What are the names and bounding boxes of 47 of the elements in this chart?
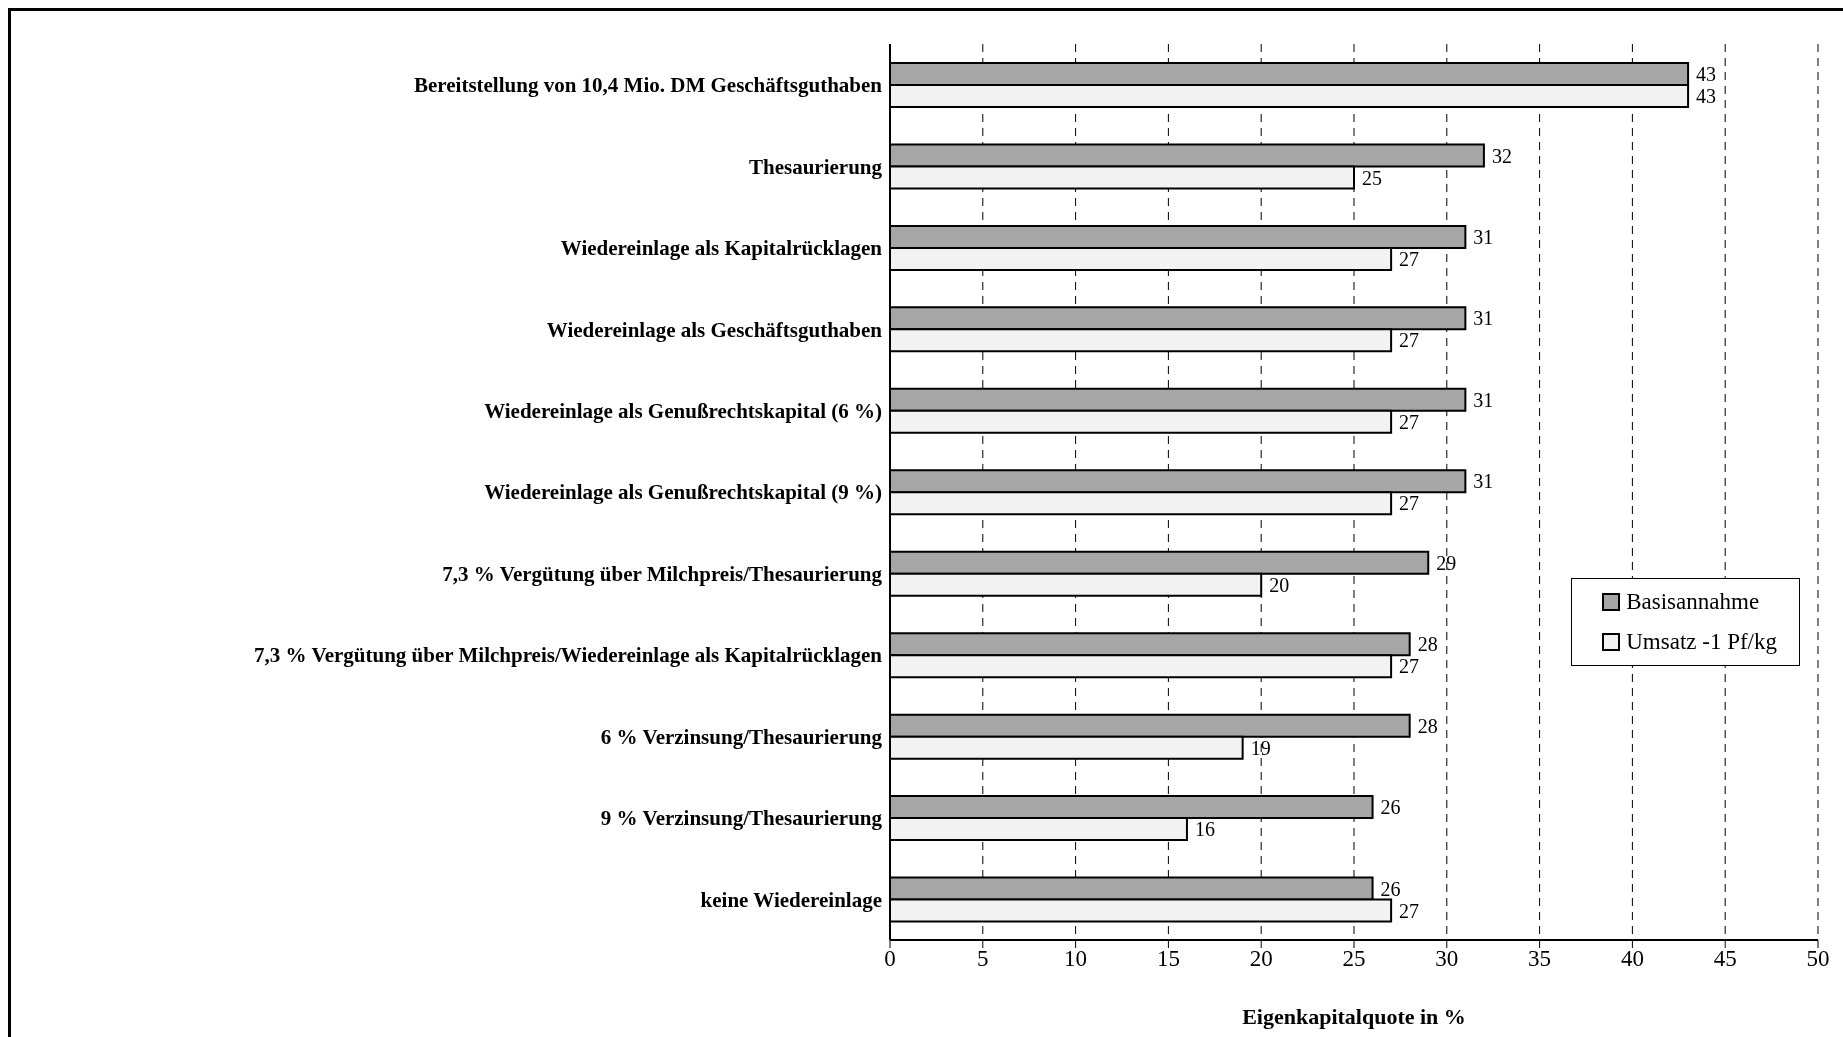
y-tick-label: Wiedereinlage als Kapitalrücklagen — [560, 236, 883, 261]
x-tick-label: 5 — [977, 946, 989, 972]
data-label: 27 — [1399, 410, 1420, 433]
x-tick-label: 25 — [1342, 946, 1366, 972]
data-label: 27 — [1399, 655, 1420, 678]
data-label: 19 — [1250, 736, 1271, 759]
data-label: 16 — [1194, 818, 1215, 841]
legend-label: Umsatz -1 Pf/kg — [1626, 629, 1777, 655]
y-tick-label: 6 % Verzinsung/Thesaurierung — [600, 724, 883, 749]
x-tick-label: 20 — [1249, 946, 1273, 972]
data-label: 27 — [1399, 329, 1420, 352]
y-tick-label: 7,3 % Vergütung über Milchpreis/Wiedereinlage als Kapitalrücklagen — [254, 643, 883, 668]
data-label: 20 — [1269, 573, 1290, 596]
x-tick-label: 10 — [1064, 946, 1088, 972]
data-label: 43 — [1696, 63, 1717, 86]
data-label: 27 — [1399, 492, 1420, 515]
data-label: 26 — [1380, 877, 1401, 900]
data-label: 27 — [1399, 899, 1420, 922]
x-tick-label: 0 — [884, 946, 896, 972]
x-tick-label: 30 — [1435, 946, 1459, 972]
data-label: 31 — [1473, 307, 1494, 330]
data-label: 32 — [1491, 144, 1512, 167]
y-tick-label: Bereitstellung von 10,4 Mio. DM Geschäftsguthaben — [413, 73, 883, 98]
data-label: 28 — [1417, 633, 1438, 656]
data-label: 31 — [1473, 226, 1494, 249]
data-label: 28 — [1417, 714, 1438, 737]
y-tick-label: 7,3 % Vergütung über Milchpreis/Thesaurierung — [442, 561, 883, 586]
data-label: 43 — [1696, 85, 1717, 108]
data-label: 27 — [1399, 248, 1420, 271]
y-tick-label: Wiedereinlage als Genußrechtskapital (9 %) — [484, 480, 882, 505]
data-label: 29 — [1436, 551, 1457, 574]
data-label: 26 — [1380, 796, 1401, 819]
x-axis-title: Eigenkapitalquote in % — [1242, 1004, 1466, 1029]
legend-label: Basisannahme — [1626, 589, 1760, 615]
data-label: 25 — [1362, 166, 1382, 189]
x-tick-label: 40 — [1620, 946, 1644, 972]
x-tick-label: 45 — [1713, 946, 1737, 972]
data-label: 31 — [1473, 388, 1494, 411]
data-label: 31 — [1473, 470, 1494, 493]
y-tick-label: Thesaurierung — [748, 154, 883, 179]
y-tick-label: Wiedereinlage als Geschäftsguthaben — [546, 317, 883, 342]
x-tick-label: 50 — [1806, 946, 1830, 972]
y-tick-label: 9 % Verzinsung/Thesaurierung — [600, 806, 883, 831]
y-tick-label: Wiedereinlage als Genußrechtskapital (6 %) — [484, 399, 882, 423]
y-tick-label: keine Wiedereinlage — [700, 887, 882, 912]
x-tick-label: 35 — [1528, 946, 1552, 972]
x-tick-label: 15 — [1156, 946, 1180, 972]
